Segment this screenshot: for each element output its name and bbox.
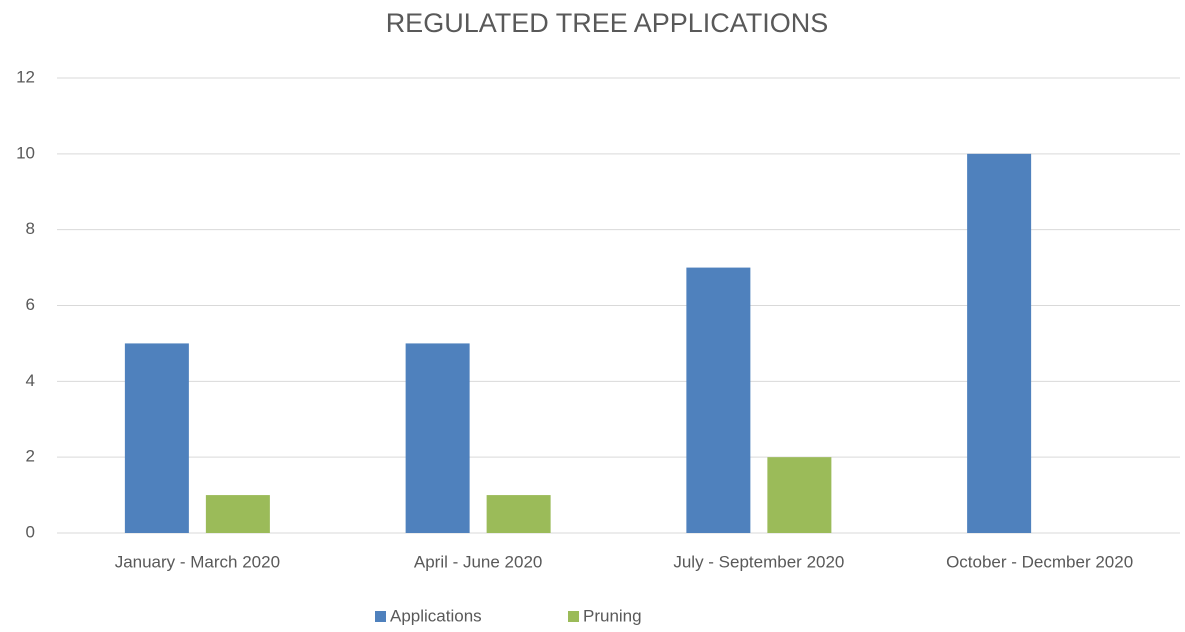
bar	[405, 343, 470, 533]
x-tick-label: January - March 2020	[115, 552, 280, 571]
legend-label: Pruning	[583, 606, 642, 625]
x-tick-label: October - Decmber 2020	[946, 552, 1133, 571]
y-tick-label: 4	[26, 371, 35, 390]
bar	[686, 267, 751, 533]
bar	[205, 495, 270, 533]
chart-title: REGULATED TREE APPLICATIONS	[386, 8, 829, 38]
legend-swatch	[375, 611, 386, 622]
y-tick-label: 12	[16, 67, 35, 86]
legend-swatch	[568, 611, 579, 622]
y-tick-label: 10	[16, 143, 35, 162]
y-tick-label: 2	[26, 447, 35, 466]
bar	[967, 153, 1032, 534]
x-tick-label: July - September 2020	[673, 552, 844, 571]
bar	[124, 343, 189, 533]
x-tick-label: April - June 2020	[414, 552, 543, 571]
bar	[486, 495, 551, 533]
y-tick-label: 6	[26, 295, 35, 314]
y-tick-label: 8	[26, 219, 35, 238]
bar	[767, 457, 832, 533]
y-tick-label: 0	[26, 522, 35, 541]
legend-label: Applications	[390, 606, 482, 625]
